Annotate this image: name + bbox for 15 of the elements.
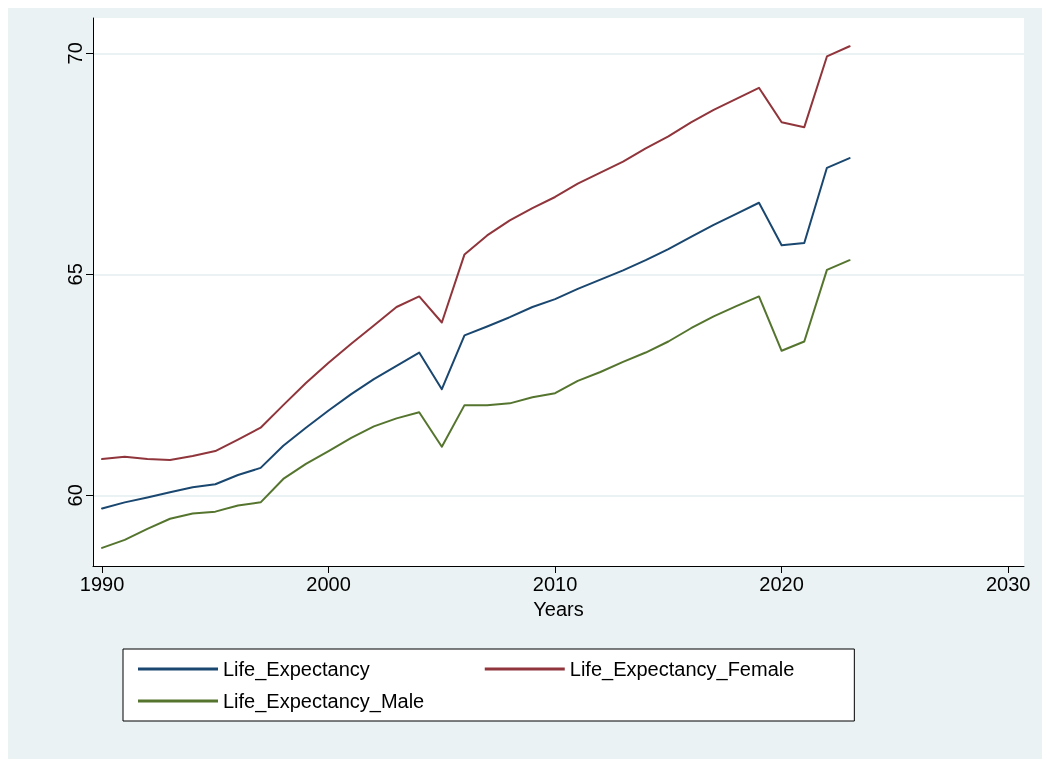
y-tick-label: 65 [64, 263, 86, 286]
line-series [101, 259, 851, 549]
legend-label: Life_Expectancy_Female [569, 658, 795, 681]
y-tick-label: 70 [64, 42, 86, 65]
x-axis-title: Years [533, 597, 584, 620]
line-series [101, 45, 851, 461]
x-tick-label: 2020 [759, 573, 804, 595]
line-series [101, 157, 851, 510]
x-tick-label: 2000 [306, 573, 351, 595]
x-tick-label: 1990 [79, 573, 125, 595]
x-tick-label: 2010 [532, 573, 578, 595]
legend-label: Life_Expectancy_Male [223, 690, 425, 713]
x-tick-label: 2030 [985, 573, 1031, 595]
y-tick-label: 60 [64, 484, 86, 507]
legend-label: Life_Expectancy [223, 658, 370, 681]
